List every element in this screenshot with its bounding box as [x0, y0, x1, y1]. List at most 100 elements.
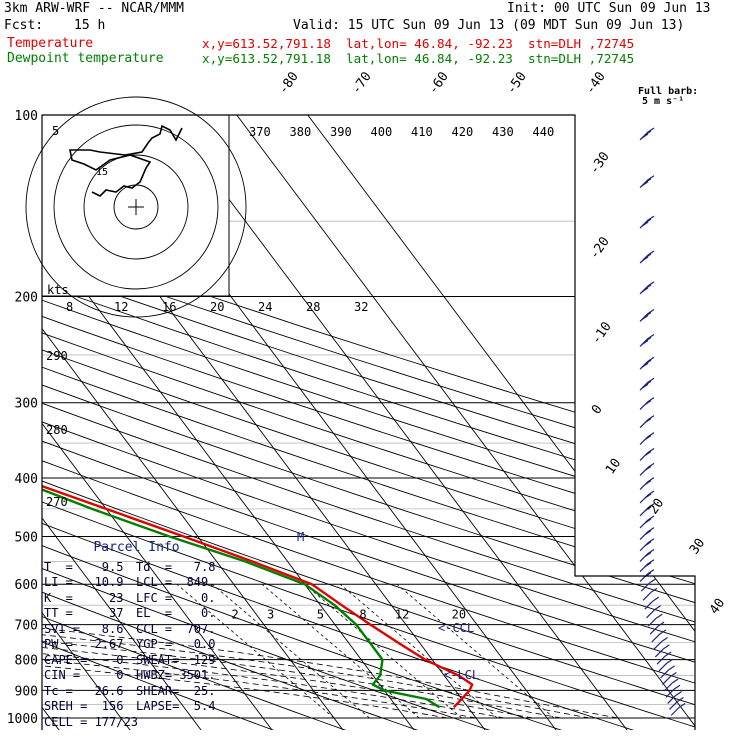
wind-barb-flag	[668, 665, 675, 671]
isotherm-label: 0	[589, 402, 606, 417]
wind-legend-value: 5 m s⁻¹	[642, 96, 684, 107]
wind-barb-flag	[641, 287, 649, 293]
temperature-legend-label: Temperature	[7, 36, 94, 51]
wind-barb-flag	[666, 658, 674, 664]
hodograph-units: kts	[47, 283, 69, 297]
moist-adiabat-line	[42, 220, 533, 719]
wind-barb-flag	[647, 548, 655, 554]
temperature-trace	[42, 115, 474, 709]
parcel-info-row: T = 9.5 Td = 7.8	[44, 560, 229, 576]
wind-barb	[639, 127, 655, 141]
wind-barb-flag	[644, 218, 652, 224]
wind-barb	[649, 621, 665, 635]
wind-barb-flag	[647, 527, 655, 533]
wind-barb-flag	[644, 178, 652, 184]
wind-barb	[651, 629, 667, 643]
dry-adiabat-line	[42, 115, 695, 730]
theta-label: 430	[492, 125, 514, 139]
hodograph-ring	[53, 124, 219, 290]
isotherm-line	[42, 115, 344, 730]
wind-barb	[654, 644, 670, 658]
parcel-info-cell: LI = 10.9	[44, 575, 124, 589]
wind-barb	[658, 658, 674, 672]
wind-barb	[639, 175, 655, 189]
pressure-tick-label: 900	[15, 684, 38, 699]
wind-barb	[647, 613, 663, 627]
parcel-info-row: TT = 37 EL = 0.	[44, 606, 229, 622]
wind-barb-flag	[641, 221, 649, 227]
wind-barb	[663, 678, 679, 692]
parcel-info-cell: CCL = 707.	[136, 621, 216, 636]
wind-barb-flag	[647, 281, 655, 287]
theta-left-label: 270	[46, 495, 68, 509]
parcel-info-cell: Td = 7.8	[136, 559, 216, 574]
wind-barb-flag	[647, 333, 655, 339]
wind-barb-flag	[648, 578, 656, 584]
temperature-station-info: x,y=613.52,791.18 lat,lon= 46.84, -92.23…	[202, 36, 635, 51]
dry-adiabat-line	[42, 115, 695, 730]
wind-barb-flag	[647, 415, 655, 421]
pressure-tick-label: 800	[15, 654, 38, 669]
dry-adiabat-line	[42, 115, 695, 730]
wind-barb-staff	[661, 676, 671, 685]
theta-label: 410	[411, 125, 433, 139]
wind-barb-staff	[644, 600, 654, 610]
wind-barb	[670, 702, 686, 716]
hodo-speed-label: 32	[354, 300, 368, 314]
wind-legend-title: Full barb:	[638, 86, 698, 97]
wind-barb	[639, 377, 655, 391]
annotation-lcl: <-LCL	[443, 668, 479, 682]
mixing-ratio-label: 2	[232, 608, 239, 622]
wind-barb-staff	[640, 582, 650, 592]
wind-barb-flag	[650, 587, 658, 593]
wind-barb-flag	[647, 127, 655, 133]
wind-barb	[653, 637, 668, 650]
wind-barb	[639, 447, 655, 461]
init-time: Init: 00 UTC Sun 09 Jun 13	[507, 1, 711, 16]
wind-barb	[639, 432, 655, 445]
parcel-info-row: SREH = 156 LAPSE= 5.4	[44, 699, 229, 715]
isotherm-line	[42, 115, 415, 730]
wind-barbs	[639, 127, 686, 716]
theta-label: 400	[371, 125, 393, 139]
wind-barb-flag	[677, 696, 684, 702]
mixing-ratio-line	[304, 583, 463, 719]
wind-barb-flag	[647, 559, 655, 565]
parcel-info-cell: TT = 37	[44, 606, 124, 620]
isotherm-label: -20	[587, 234, 613, 262]
hodo-speed-label: 28	[306, 300, 320, 314]
pressure-tick-label: 300	[15, 397, 38, 412]
dry-adiabat-line	[42, 115, 695, 730]
wind-barb-flag	[647, 215, 655, 221]
wind-barb-flag	[644, 284, 652, 290]
wind-barb-flag	[661, 637, 668, 643]
mixing-ratio-label: 5	[317, 608, 324, 622]
isotherm-label: -10	[589, 319, 615, 347]
wind-barb-staff	[642, 591, 652, 601]
wind-barb-flag	[647, 308, 655, 314]
wind-barb	[656, 651, 672, 665]
plot-frame	[42, 114, 696, 730]
wind-barb	[639, 415, 655, 429]
wind-barb	[639, 356, 655, 370]
moist-adiabat-line	[42, 220, 590, 719]
wind-barb-flag	[647, 250, 655, 256]
hodo-speed-label: 8	[66, 300, 73, 314]
wind-barb	[642, 587, 658, 601]
pressure-tick-label: 400	[15, 472, 38, 487]
pressure-tick-label: 100	[15, 109, 38, 124]
wind-barb	[639, 397, 655, 411]
hodo-speed-label: 16	[162, 300, 176, 314]
dry-adiabat-line	[42, 115, 564, 730]
wind-barb-flag	[663, 644, 670, 650]
dry-adiabat-line	[42, 115, 695, 730]
dry-adiabat-line	[42, 115, 695, 730]
wind-barb-flag	[647, 569, 655, 575]
wind-barb	[639, 477, 655, 490]
wind-barb-flag	[647, 490, 655, 496]
wind-barb-flag	[647, 503, 655, 509]
parcel-info-title: Parcel Info	[93, 540, 180, 555]
hodograph-ring	[25, 96, 247, 318]
wind-barb	[639, 308, 655, 322]
wind-barb-flag	[647, 538, 655, 544]
